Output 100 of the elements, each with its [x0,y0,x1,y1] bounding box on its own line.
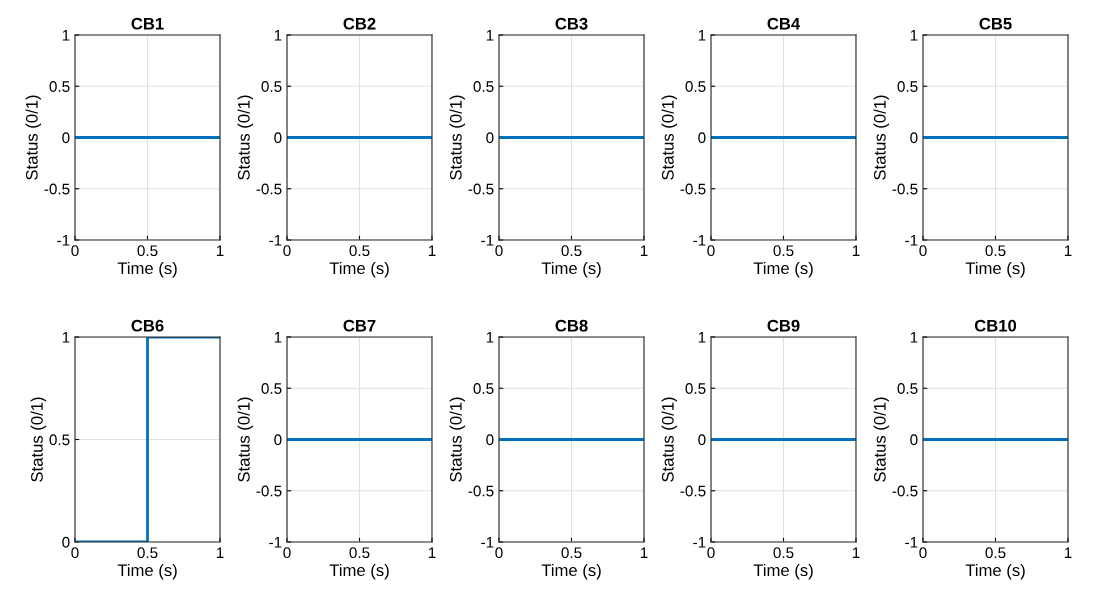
y-axis-title: Status (0/1) [449,95,466,180]
x-axis-title: Time (s) [753,563,813,580]
chart-title: CB6 [131,319,164,332]
y-tick-label: -0.5 [468,485,494,497]
x-axis-title: Time (s) [117,261,177,278]
x-axis-title: Time (s) [965,261,1025,278]
y-tick-label: 1 [486,30,494,41]
y-tick-label: 1 [698,332,706,343]
x-tick-label: 1 [216,547,224,558]
y-tick-label: 0 [62,132,70,144]
y-tick-label: -1 [693,235,706,246]
y-tick-label: 1 [274,332,282,343]
chart-title: CB7 [343,319,376,332]
y-tick-label: 0 [62,536,70,548]
x-tick-label: 1 [852,245,860,256]
y-tick-label: 0.5 [49,434,70,446]
chart-title: CB5 [979,17,1012,30]
x-tick-label: 0.5 [137,547,158,559]
x-axis-title: Time (s) [541,261,601,278]
y-axis-title: Status (0/1) [449,397,466,482]
x-tick-label: 1 [1064,547,1072,558]
y-tick-label: -1 [905,235,918,246]
y-tick-label: 1 [486,332,494,343]
y-tick-label: -0.5 [892,183,918,195]
y-tick-label: 0.5 [261,383,282,394]
x-tick-label: 0 [495,245,503,257]
y-tick-label: 0 [910,434,918,446]
y-tick-label: 0.5 [473,383,494,394]
y-tick-label: 1 [910,30,918,41]
chart-title: CB9 [767,319,800,332]
y-axis-title: Status (0/1) [30,397,47,482]
x-tick-label: 0 [71,547,79,559]
x-tick-label: 0.5 [137,245,158,257]
y-tick-label: -1 [269,537,282,548]
y-axis-title: Status (0/1) [237,397,254,482]
y-tick-label: -1 [481,537,494,548]
x-tick-label: 0.5 [985,245,1006,257]
y-axis-title: Status (0/1) [661,397,678,482]
x-tick-label: 0 [919,547,927,559]
x-tick-label: 1 [640,245,648,256]
y-tick-label: 0.5 [897,383,918,394]
x-tick-label: 0 [71,245,79,257]
x-tick-label: 0.5 [561,245,582,257]
x-tick-label: 0.5 [349,547,370,559]
y-tick-label: 0.5 [685,81,706,92]
y-tick-label: -0.5 [680,485,706,497]
y-tick-label: -0.5 [468,183,494,195]
y-tick-label: -1 [57,235,70,246]
y-tick-label: -1 [481,235,494,246]
y-tick-label: 1 [274,30,282,41]
y-tick-label: 0 [274,434,282,446]
chart-title: CB8 [555,319,588,332]
x-tick-label: 0 [283,245,291,257]
y-tick-label: 0.5 [473,81,494,92]
x-tick-label: 0.5 [349,245,370,257]
x-tick-label: 0.5 [985,547,1006,559]
x-axis-title: Time (s) [329,261,389,278]
y-tick-label: -0.5 [892,485,918,497]
y-axis-title: Status (0/1) [25,95,42,180]
x-axis-title: Time (s) [965,563,1025,580]
y-tick-label: 0 [486,434,494,446]
x-axis-title: Time (s) [117,563,177,580]
x-tick-label: 1 [428,547,436,558]
x-tick-label: 1 [428,245,436,256]
y-tick-label: 1 [910,332,918,343]
y-tick-label: 0.5 [49,81,70,92]
y-tick-label: 0.5 [261,81,282,92]
chart-title: CB3 [555,17,588,30]
y-tick-label: 1 [62,30,70,41]
y-axis-title: Status (0/1) [873,397,890,482]
x-tick-label: 0 [707,547,715,559]
y-tick-label: -0.5 [680,183,706,195]
chart-title: CB4 [767,17,801,30]
y-tick-label: 1 [62,332,70,343]
chart-title: CB10 [974,319,1017,332]
y-axis-title: Status (0/1) [661,95,678,180]
chart-title: CB1 [131,17,164,30]
x-tick-label: 1 [216,245,224,256]
chart-title: CB2 [343,17,376,30]
x-tick-label: 1 [640,547,648,558]
y-tick-label: -1 [269,235,282,246]
y-tick-label: 0 [274,132,282,144]
x-tick-label: 0 [495,547,503,559]
y-tick-label: 0 [698,132,706,144]
y-tick-label: -1 [693,537,706,548]
x-tick-label: 1 [852,547,860,558]
y-tick-label: 0.5 [897,81,918,92]
y-tick-label: 0.5 [685,383,706,394]
x-axis-title: Time (s) [329,563,389,580]
x-tick-label: 1 [1064,245,1072,256]
y-tick-label: -0.5 [44,183,70,195]
y-tick-label: -1 [905,537,918,548]
y-axis-title: Status (0/1) [873,95,890,180]
y-axis-title: Status (0/1) [237,95,254,180]
x-tick-label: 0 [283,547,291,559]
y-tick-label: 0 [910,132,918,144]
y-tick-label: -0.5 [256,485,282,497]
y-tick-label: -0.5 [256,183,282,195]
x-axis-title: Time (s) [753,261,813,278]
y-tick-label: 1 [698,30,706,41]
